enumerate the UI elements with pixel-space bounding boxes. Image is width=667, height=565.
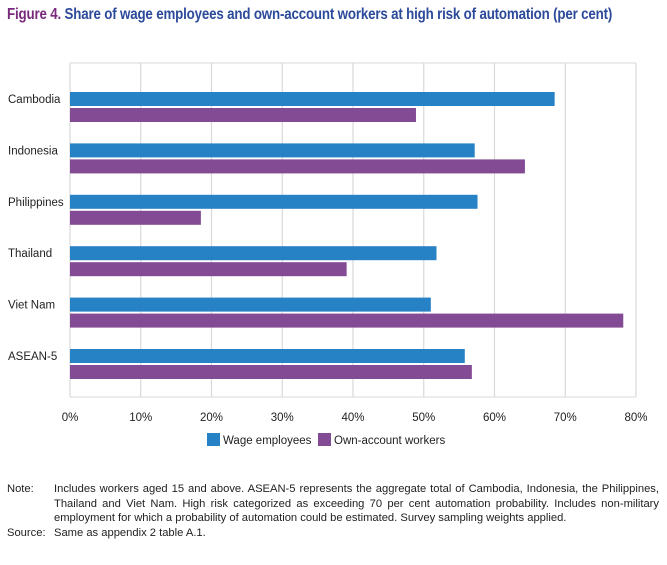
bar-wage-thailand	[70, 246, 437, 261]
x-tick-labels: 0% 10% 20% 30% 40% 50% 60% 70% 80%	[62, 412, 648, 424]
x-tick-label: 20%	[200, 412, 223, 424]
category-label: ASEAN-5	[8, 351, 57, 363]
x-tick-label: 30%	[271, 412, 294, 424]
figure-title: Figure 4. Share of wage employees and ow…	[7, 6, 612, 24]
bar-wage-viet-nam	[70, 297, 431, 312]
source-label: Source:	[7, 526, 46, 539]
x-tick-label: 50%	[412, 412, 435, 424]
x-tick-label: 40%	[341, 412, 364, 424]
bar-own-viet-nam	[70, 313, 624, 328]
bar-chart: Cambodia Indonesia Philippines Thailand Viet…	[8, 62, 648, 447]
bar-wage-cambodia	[70, 92, 555, 106]
note-text: Includes workers aged 15 and above. ASEA…	[54, 483, 659, 524]
category-label: Viet Nam	[8, 300, 55, 312]
bar-wage-indonesia	[70, 143, 475, 158]
figure-number: Figure 4.	[7, 6, 62, 23]
figure-title-text: Share of wage employees and own-account …	[64, 6, 613, 23]
bar-own-indonesia	[70, 159, 525, 174]
notes: Note: Includes workers aged 15 and above…	[7, 482, 659, 540]
bar-own-thailand	[70, 262, 347, 277]
bars	[70, 92, 624, 379]
category-labels: Cambodia Indonesia Philippines Thailand Viet…	[8, 94, 64, 363]
note-row: Note: Includes workers aged 15 and above…	[7, 482, 659, 526]
x-tick-label: 0%	[62, 412, 79, 424]
x-tick-label: 80%	[624, 412, 647, 424]
source-text: Same as appendix 2 table A.1.	[54, 526, 206, 539]
legend-label: Own-account workers	[334, 435, 445, 447]
legend-swatch	[207, 433, 220, 446]
category-label: Philippines	[8, 197, 64, 209]
category-label: Thailand	[8, 248, 52, 260]
legend: Wage employees Own-account workers	[207, 433, 445, 447]
legend-swatch	[318, 433, 331, 446]
bar-own-asean-5	[70, 365, 472, 379]
legend-label: Wage employees	[223, 435, 312, 447]
x-tick-label: 60%	[483, 412, 506, 424]
x-tick-label: 10%	[129, 412, 152, 424]
bar-own-cambodia	[70, 108, 416, 122]
source-row: Source: Same as appendix 2 table A.1.	[7, 526, 659, 541]
bar-wage-asean-5	[70, 349, 465, 363]
category-label: Indonesia	[8, 145, 58, 157]
bar-wage-philippines	[70, 194, 478, 209]
note-label: Note:	[7, 483, 34, 495]
x-tick-label: 70%	[554, 412, 577, 424]
bar-own-philippines	[70, 210, 201, 225]
category-label: Cambodia	[8, 94, 61, 106]
